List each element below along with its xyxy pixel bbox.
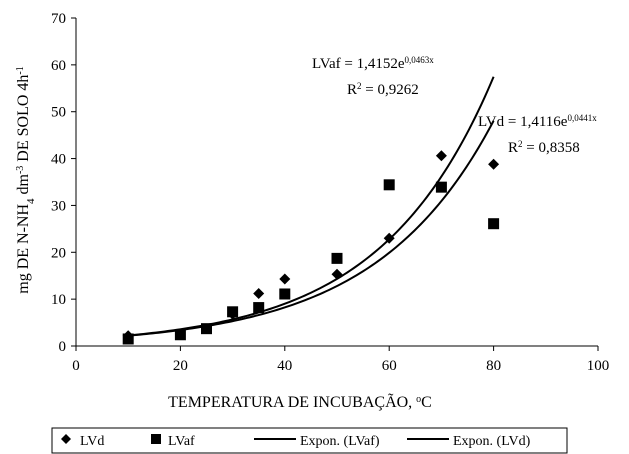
lvd-point (331, 268, 343, 280)
lvaf-point (201, 323, 212, 335)
legend-marker-lvaf (151, 434, 161, 444)
legend: LVd LVaf Expon. (LVaf) Expon. (LVd) (51, 427, 568, 454)
y-tick-label: 50 (51, 105, 66, 121)
trendlines (128, 76, 495, 337)
lvaf-point (122, 333, 134, 345)
x-tick-label: 0 (72, 358, 80, 374)
y-tick-label: 0 (59, 339, 67, 355)
legend-label-lvd: LVd (80, 434, 104, 449)
y-tick-label: 40 (51, 152, 66, 168)
lvaf-point (279, 288, 291, 300)
y-tick-label: 20 (51, 245, 66, 261)
trendline-lvd (128, 120, 495, 337)
x-tick-label: 40 (277, 358, 292, 374)
r2-lvaf: R2 = 0,9262 (347, 81, 419, 98)
lvd-point (279, 273, 291, 285)
x-axis-title: TEMPERATURA DE INCUBAÇÃO, oC (168, 393, 432, 411)
lvd-point (435, 150, 447, 162)
markers (122, 150, 500, 345)
x-ticks: 0 20 40 60 80 100 (72, 346, 609, 374)
legend-label-expon-lvaf: Expon. (LVaf) (300, 434, 380, 449)
lvaf-point (383, 179, 395, 191)
lvd-point (383, 232, 395, 244)
legend-label-expon-lvd: Expon. (LVd) (453, 434, 531, 449)
lvaf-point (435, 181, 447, 193)
lvd-point (488, 158, 500, 170)
legend-label-lvaf: LVaf (168, 434, 195, 449)
lvaf-point (488, 218, 500, 230)
trendline-lvaf (128, 76, 495, 337)
axes (75, 18, 598, 347)
lvaf-point (253, 302, 265, 314)
x-tick-label: 60 (382, 358, 397, 374)
x-tick-label: 100 (587, 358, 610, 374)
y-ticks: 0 10 20 30 40 50 60 70 (51, 11, 76, 355)
equation-lvd: LVd = 1,4116e0,0441x (478, 113, 597, 130)
r2-lvd: R2 = 0,8358 (508, 139, 580, 156)
lvaf-point (331, 252, 343, 264)
legend-box (51, 427, 568, 454)
y-axis-title: mg DE N-NH4 dm-3 DE SOLO 4h-1 (15, 66, 38, 294)
y-tick-label: 70 (51, 11, 66, 27)
x-tick-label: 20 (173, 358, 188, 374)
lvaf-point (174, 329, 186, 341)
equation-lvaf: LVaf = 1,4152e0,0463x (312, 55, 434, 72)
y-tick-label: 60 (51, 58, 66, 74)
legend-marker-lvd (61, 434, 71, 444)
y-tick-label: 10 (51, 292, 66, 308)
lvd-point (253, 288, 265, 300)
y-tick-label: 30 (51, 198, 66, 214)
lvaf-point (227, 306, 239, 318)
x-tick-label: 80 (486, 358, 501, 374)
